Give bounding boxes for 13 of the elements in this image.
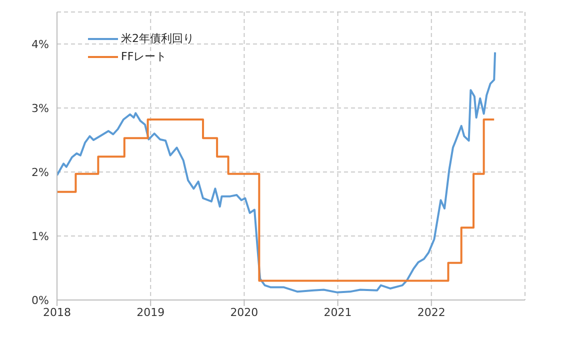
x-tick-label: 2019 (136, 306, 165, 319)
x-tick-label: 2021 (324, 306, 352, 319)
line-series (57, 51, 496, 294)
y-tick-label: 4% (32, 38, 49, 51)
x-tick-label: 2020 (230, 306, 258, 319)
y-tick-label: 3% (32, 102, 49, 115)
x-tick-label: 2018 (43, 306, 71, 319)
x-tick-label: 2022 (417, 306, 446, 319)
y-tick-label: 1% (32, 230, 49, 243)
legend-label: FFレート (121, 49, 167, 65)
legend-label: 米2年債利回り (121, 31, 194, 47)
y-tick-label: 0% (32, 294, 49, 307)
y-tick-label: 2% (32, 166, 49, 179)
